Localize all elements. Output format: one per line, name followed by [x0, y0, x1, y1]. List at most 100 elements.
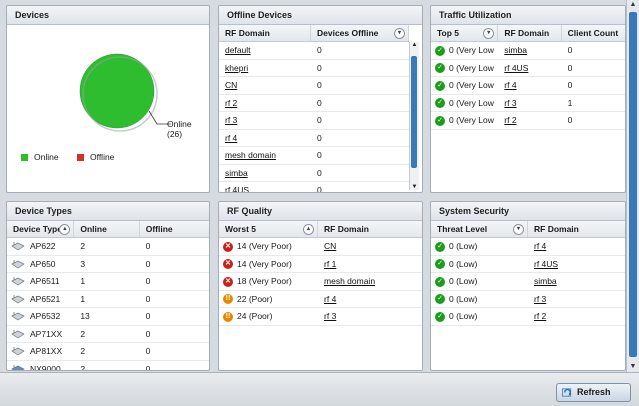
table-row[interactable]: simba 0	[219, 165, 409, 182]
legend-offline[interactable]: Offline	[77, 152, 114, 162]
table-row[interactable]: ✕ 18 (Very Poor) mesh domain	[219, 273, 422, 291]
table-row[interactable]: !! 24 (Poor) rf 3	[219, 308, 422, 326]
col-online[interactable]: Online	[74, 221, 140, 237]
rf-domain-cell[interactable]: khepri	[219, 60, 311, 77]
rf-domain-link[interactable]: simba	[533, 276, 557, 286]
page-scrollbar-thumb[interactable]	[629, 12, 637, 357]
scroll-down-icon[interactable]: ▼	[629, 363, 637, 370]
sort-dropdown-icon[interactable]: ▾	[513, 224, 524, 235]
rf-domain-link[interactable]: rf 4	[225, 132, 238, 143]
offline-devices-scrollbar[interactable]: ▲ ▼	[409, 42, 419, 190]
rf-domain-cell[interactable]: rf 3	[219, 112, 311, 129]
table-row[interactable]: ✓ 0 (Very Low rf 2 0	[431, 112, 625, 130]
rf-domain-link[interactable]: simba	[225, 167, 248, 178]
rf-domain-link[interactable]: simba	[504, 45, 527, 55]
refresh-button[interactable]: Refresh	[556, 383, 631, 402]
rf-domain-cell[interactable]: rf 1	[318, 256, 422, 273]
table-row[interactable]: ✓ 0 (Low) rf 4	[431, 238, 625, 256]
rf-domain-link[interactable]: rf 3	[225, 115, 238, 125]
rf-domain-link[interactable]: CN	[324, 241, 337, 251]
page-scrollbar[interactable]: ▲ ▼	[626, 0, 639, 372]
col-offline[interactable]: Offline	[145, 224, 173, 234]
scroll-up-icon[interactable]: ▲	[411, 42, 418, 48]
rf-domain-cell[interactable]: mesh domain	[318, 273, 422, 290]
rf-domain-cell[interactable]: rf 4US	[219, 182, 311, 193]
table-row[interactable]: ✓ 0 (Very Low rf 4US 0	[431, 60, 625, 77]
table-row[interactable]: AP6532 13 0	[7, 308, 209, 326]
rf-domain-link[interactable]: mesh domain	[324, 276, 376, 286]
rf-domain-cell[interactable]: rf 4US	[498, 60, 561, 77]
rf-domain-cell[interactable]: rf 3	[528, 291, 625, 308]
table-row[interactable]: AP6521 1 0	[7, 291, 209, 308]
table-row[interactable]: ✓ 0 (Very Low rf 3 1	[431, 95, 625, 112]
table-row[interactable]: khepri 0	[219, 60, 409, 77]
rf-domain-cell[interactable]: default	[219, 42, 311, 59]
table-row[interactable]: ✓ 0 (Low) simba	[431, 273, 625, 291]
table-row[interactable]: AP650 3 0	[7, 256, 209, 273]
table-row[interactable]: rf 4US 0	[219, 182, 409, 193]
table-row[interactable]: rf 2 0	[219, 95, 409, 112]
table-row[interactable]: AP6511 1 0	[7, 273, 209, 291]
rf-domain-cell[interactable]: simba	[498, 42, 561, 59]
rf-domain-link[interactable]: default	[225, 45, 251, 55]
rf-domain-link[interactable]: rf 4	[533, 241, 547, 251]
col-devices-offline[interactable]: Devices Offline ▾	[311, 25, 409, 41]
rf-domain-link[interactable]: khepri	[225, 62, 249, 73]
table-row[interactable]: ✓ 0 (Very Low simba 0	[431, 42, 625, 60]
rf-domain-link[interactable]: rf 3	[533, 293, 547, 304]
rf-domain-link[interactable]: rf 4US	[504, 62, 529, 73]
table-row[interactable]: ✕ 14 (Very Poor) rf 1	[219, 256, 422, 273]
scroll-up-icon[interactable]: ▲	[629, 1, 637, 8]
table-row[interactable]: rf 3 0	[219, 112, 409, 130]
table-row[interactable]: ✓ 0 (Low) rf 4US	[431, 256, 625, 273]
rf-domain-cell[interactable]: rf 4US	[528, 256, 625, 273]
sort-dropdown-icon[interactable]: ▴	[303, 224, 315, 235]
table-row[interactable]: ✓ 0 (Low) rf 2	[431, 308, 625, 326]
table-row[interactable]: !! 22 (Poor) rf 4	[219, 291, 422, 308]
rf-domain-cell[interactable]: CN	[219, 77, 311, 94]
col-rf-domain[interactable]: RF Domain	[534, 224, 579, 234]
rf-domain-link[interactable]: rf 2	[225, 97, 238, 108]
rf-domain-cell[interactable]: rf 2	[219, 95, 311, 112]
rf-domain-cell[interactable]: CN	[318, 238, 422, 255]
rf-domain-cell[interactable]: rf 2	[528, 308, 625, 325]
col-client-count[interactable]: Client Count	[567, 28, 619, 38]
col-threat-level[interactable]: Threat Level ▾	[431, 221, 528, 237]
rf-domain-link[interactable]: rf 4	[504, 80, 517, 90]
table-row[interactable]: NX9000 2 0	[7, 361, 209, 370]
table-row[interactable]: CN 0	[219, 77, 409, 95]
col-rf-domain[interactable]: RF Domain	[324, 224, 369, 234]
rf-domain-cell[interactable]: rf 3	[498, 95, 561, 112]
rf-domain-link[interactable]: CN	[225, 80, 238, 90]
rf-domain-cell[interactable]: rf 4	[498, 77, 561, 94]
scroll-down-icon[interactable]: ▼	[411, 184, 418, 190]
sort-dropdown-icon[interactable]: ▾	[483, 28, 495, 39]
col-device-type[interactable]: Device Type ▴	[7, 221, 75, 237]
table-row[interactable]: mesh domain 0	[219, 147, 409, 165]
rf-domain-cell[interactable]: rf 4	[528, 238, 625, 255]
table-row[interactable]: AP81XX 2 0	[7, 343, 209, 361]
table-row[interactable]: default 0	[219, 42, 409, 60]
rf-domain-cell[interactable]: simba	[219, 165, 311, 182]
sort-dropdown-icon[interactable]: ▾	[394, 28, 405, 39]
col-worst5[interactable]: Worst 5 ▴	[219, 221, 319, 237]
rf-domain-cell[interactable]: rf 2	[498, 112, 561, 129]
col-rf-domain[interactable]: RF Domain	[219, 25, 311, 41]
table-row[interactable]: ✓ 0 (Very Low rf 4 0	[431, 77, 625, 95]
rf-domain-cell[interactable]: rf 4	[318, 291, 422, 308]
rf-domain-cell[interactable]: rf 3	[318, 308, 422, 325]
col-top5[interactable]: Top 5 ▾	[431, 25, 499, 41]
legend-online[interactable]: Online	[21, 152, 59, 162]
rf-domain-link[interactable]: rf 4US	[225, 185, 250, 193]
rf-domain-link[interactable]: rf 1	[324, 258, 337, 269]
rf-domain-link[interactable]: rf 3	[504, 97, 517, 108]
rf-domain-link[interactable]: rf 2	[504, 115, 517, 125]
table-row[interactable]: AP71XX 2 0	[7, 326, 209, 343]
rf-domain-link[interactable]: rf 4US	[533, 258, 559, 269]
rf-domain-cell[interactable]: simba	[528, 273, 625, 290]
rf-domain-link[interactable]: rf 4	[324, 293, 337, 304]
col-rf-domain[interactable]: RF Domain	[498, 25, 562, 41]
rf-domain-cell[interactable]: rf 4	[219, 130, 311, 147]
rf-domain-link[interactable]: rf 2	[533, 311, 547, 321]
table-row[interactable]: AP622 2 0	[7, 238, 209, 256]
